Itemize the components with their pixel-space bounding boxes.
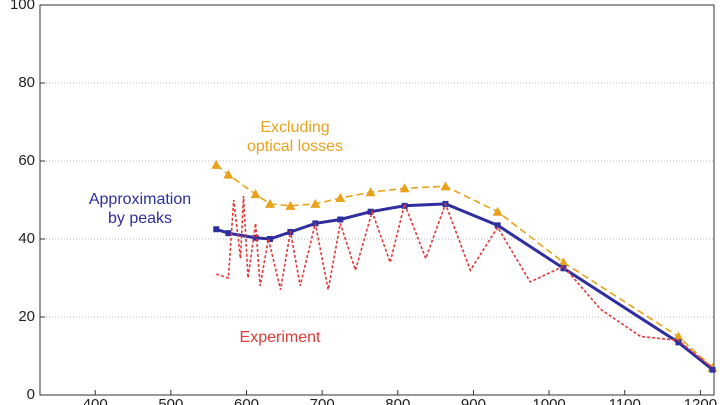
- x-tick-label: 600: [234, 396, 259, 405]
- y-tick-label: 100: [10, 0, 35, 13]
- y-tick-label: 60: [18, 152, 35, 169]
- marker: [399, 183, 410, 193]
- series-label: Approximation: [89, 191, 191, 208]
- y-tick-label: 80: [18, 74, 35, 91]
- x-tick-label: 500: [158, 396, 183, 405]
- marker: [335, 193, 346, 203]
- x-tick-label: 900: [461, 396, 486, 405]
- marker: [367, 208, 374, 215]
- marker: [213, 226, 220, 233]
- y-tick-label: 20: [18, 308, 35, 325]
- marker: [266, 236, 273, 242]
- series-label: by peaks: [108, 210, 172, 227]
- marker: [558, 257, 569, 267]
- x-tick-label: 400: [83, 396, 108, 405]
- x-tick-label: 1200: [684, 396, 717, 405]
- marker: [494, 222, 501, 229]
- series-label: Experiment: [240, 329, 321, 346]
- marker: [225, 230, 232, 237]
- series-line: [216, 196, 713, 369]
- marker: [285, 200, 296, 210]
- marker: [440, 181, 451, 191]
- marker: [675, 339, 682, 346]
- marker: [673, 331, 684, 341]
- series-label: Excluding: [260, 119, 329, 136]
- marker: [211, 159, 222, 169]
- marker: [560, 265, 567, 272]
- marker: [223, 169, 234, 179]
- marker: [250, 189, 261, 199]
- x-tick-label: 1000: [532, 396, 565, 405]
- plot-frame: [39, 4, 715, 396]
- series-label: optical losses: [247, 138, 343, 155]
- marker: [252, 234, 259, 241]
- marker: [337, 216, 344, 223]
- marker: [310, 198, 321, 208]
- x-tick-label: 800: [385, 396, 410, 405]
- marker: [709, 366, 716, 373]
- y-tick-label: 0: [27, 386, 35, 403]
- marker: [492, 206, 503, 216]
- y-tick-label: 40: [18, 230, 35, 247]
- marker: [264, 198, 275, 208]
- marker: [365, 187, 376, 197]
- x-tick-label: 700: [310, 396, 335, 405]
- x-tick-label: 1100: [609, 396, 641, 405]
